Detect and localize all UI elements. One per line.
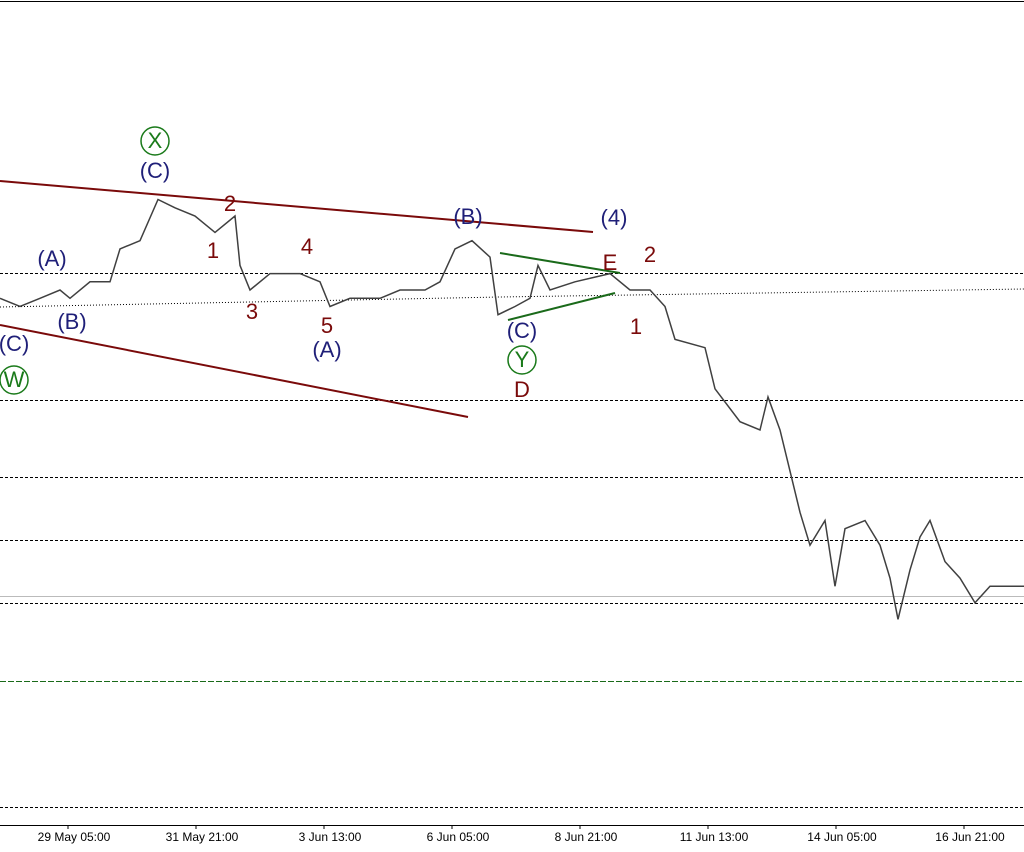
wave-label: (B): [57, 309, 86, 334]
x-tick-label: 8 Jun 21:00: [555, 830, 618, 844]
moving-average: [0, 288, 1024, 308]
wave-label: (A): [37, 246, 66, 271]
wave-label: 1: [207, 238, 219, 263]
x-tick-label: 11 Jun 13:00: [680, 830, 749, 844]
x-tick-label: 31 May 21:00: [166, 830, 239, 844]
wave-label: 4: [301, 234, 313, 259]
wave-label: W: [4, 367, 25, 392]
trend-line: [0, 180, 594, 233]
triangle-line: [499, 252, 621, 274]
wave-label: 2: [224, 191, 236, 216]
wave-label: (A): [312, 337, 341, 362]
triangle-line: [507, 292, 616, 321]
wave-circle: [507, 345, 537, 375]
wave-label: D: [514, 377, 530, 402]
wave-label: (B): [453, 204, 482, 229]
wave-label: E: [603, 250, 618, 275]
wave-circle: [140, 126, 170, 156]
x-tick-label: 14 Jun 05:00: [807, 830, 877, 844]
trend-line: [0, 324, 469, 418]
x-tick-label: 16 Jun 21:00: [935, 830, 1005, 844]
wave-label: 2: [644, 242, 656, 267]
wave-label: (C): [140, 158, 171, 183]
wave-label: (C): [507, 318, 538, 343]
price-line: [0, 198, 1024, 620]
wave-label: (C): [0, 331, 29, 356]
wave-label: X: [148, 128, 163, 153]
wave-label: Y: [515, 347, 530, 372]
wave-circle: [0, 365, 29, 395]
x-tick-label: 29 May 05:00: [38, 830, 111, 844]
x-tick-label: 6 Jun 05:00: [427, 830, 490, 844]
wave-label: 5: [321, 313, 333, 338]
wave-label: 3: [246, 299, 258, 324]
wave-label: (4): [601, 205, 628, 230]
wave-label: 1: [630, 314, 642, 339]
x-tick-label: 3 Jun 13:00: [299, 830, 362, 844]
